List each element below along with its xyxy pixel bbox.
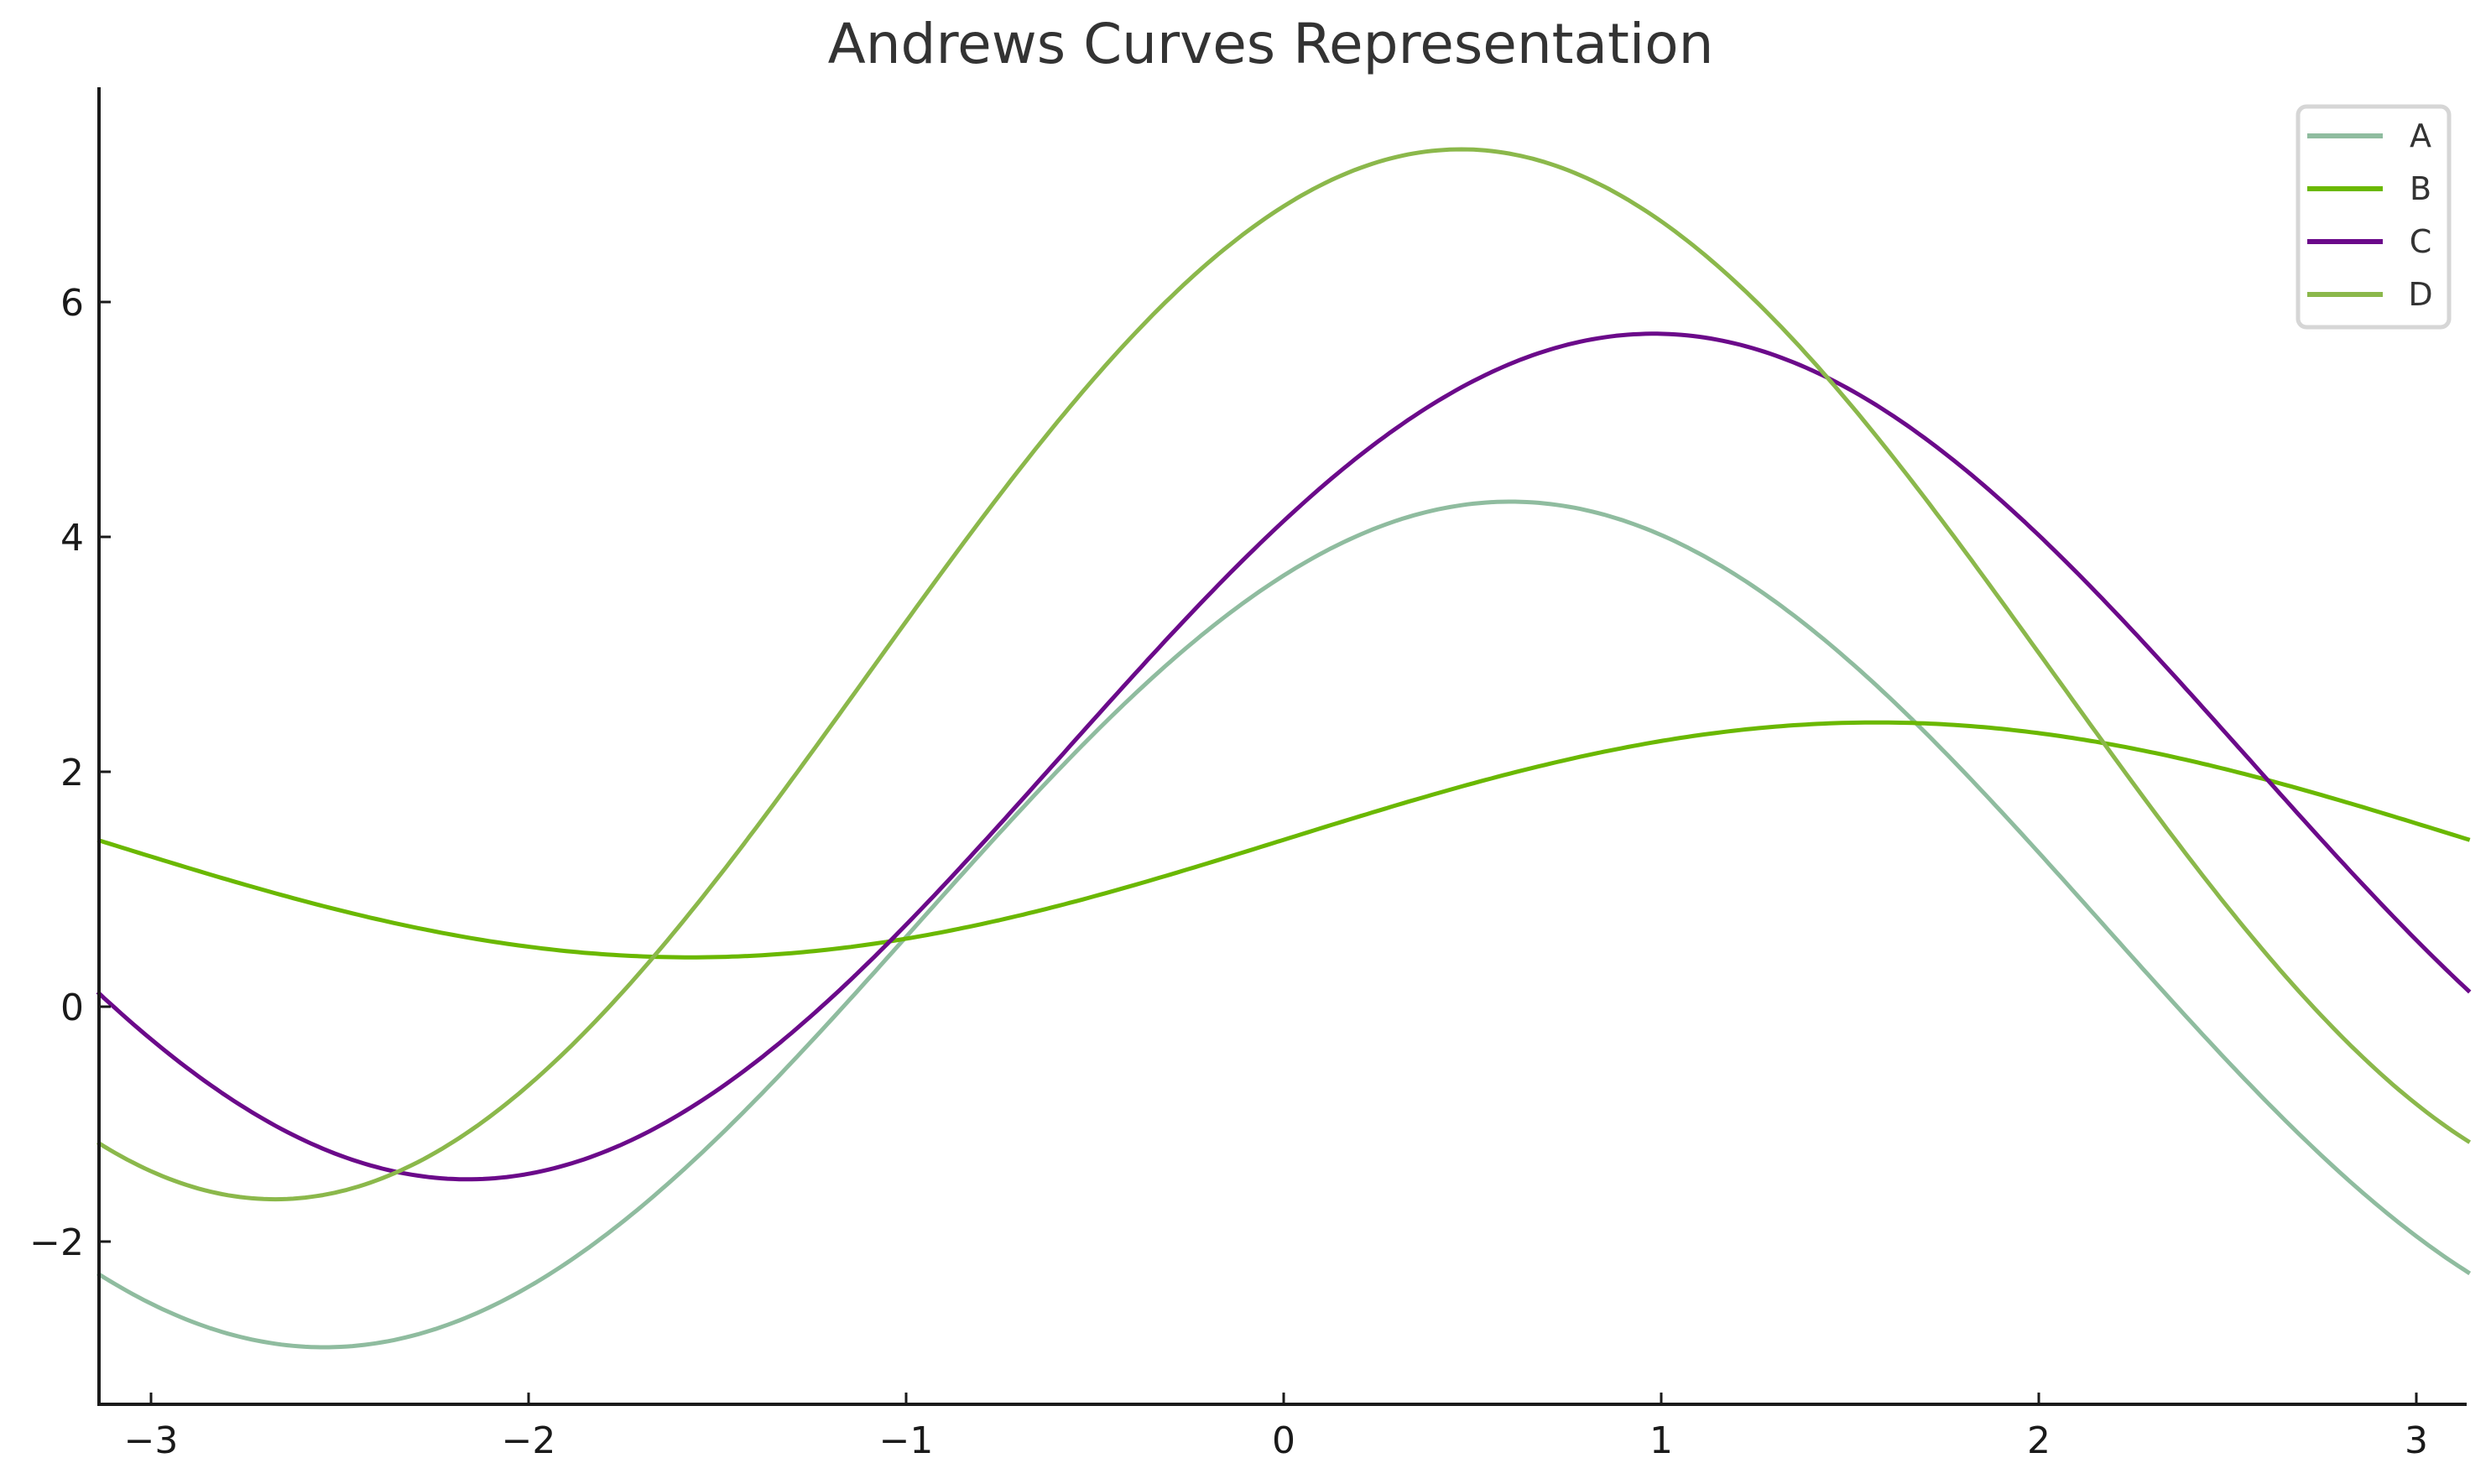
legend-label-d: D [2408,276,2432,313]
axes-group [97,87,2467,1406]
y-tick-label: 2 [60,752,84,794]
y-tick-label: 6 [60,282,84,325]
y-tick-label: −2 [29,1221,84,1264]
x-tick-label: 3 [2405,1419,2428,1462]
y-tick-label: 0 [60,987,84,1029]
x-tick-label: 2 [2027,1419,2051,1462]
legend-label-c: C [2410,223,2432,260]
chart-title: Andrews Curves Representation [827,12,1714,76]
x-tick-label: −1 [879,1419,934,1462]
curves-group [96,147,2472,1350]
x-tick-label: −3 [124,1419,179,1462]
curve-c [96,331,2472,1182]
x-tick-label: −2 [502,1419,556,1462]
x-axis-ticks: −3 −2 −1 0 1 2 3 [124,1393,2428,1462]
curve-b [96,720,2471,960]
legend-label-a: A [2410,117,2431,154]
y-axis-ticks: −2 0 2 4 6 [29,282,111,1264]
legend-box [2296,104,2452,330]
curve-a [96,499,2472,1350]
x-tick-label: 1 [1649,1419,1673,1462]
x-tick-label: 0 [1272,1419,1295,1462]
y-tick-label: 4 [60,517,84,560]
legend-label-b: B [2410,170,2431,207]
curve-d [96,147,2472,1202]
